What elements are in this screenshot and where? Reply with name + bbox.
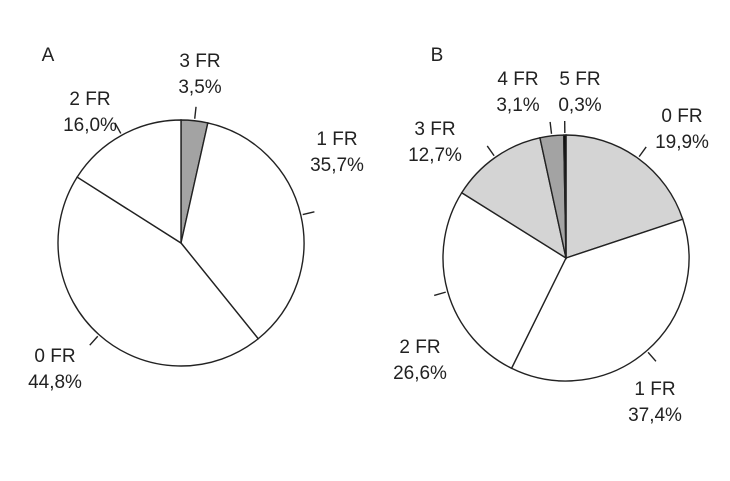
slice-label: 0 FR <box>661 106 702 127</box>
pie-slice <box>460 136 568 260</box>
value-label: 3,1% <box>496 95 539 116</box>
pie-slice <box>57 176 260 367</box>
leader-line <box>302 211 315 216</box>
leader-line <box>434 291 446 297</box>
pie-slice <box>562 134 567 259</box>
value-label: 12,7% <box>408 145 462 166</box>
slice-label: 0 FR <box>34 346 75 367</box>
value-label: 44,8% <box>28 372 82 393</box>
slice-label: 3 FR <box>179 51 220 72</box>
pie-slice <box>442 191 567 370</box>
leader-line <box>114 122 122 134</box>
value-label: 19,9% <box>655 132 709 153</box>
panel-title: B <box>431 45 444 66</box>
slice-label: 3 FR <box>414 119 455 140</box>
panel-title: A <box>42 45 55 66</box>
value-label: 35,7% <box>310 155 364 176</box>
slice-label: 1 FR <box>634 379 675 400</box>
pie-slice <box>76 119 182 245</box>
leader-line <box>194 106 197 119</box>
leader-line <box>647 351 657 362</box>
value-label: 37,4% <box>628 405 682 426</box>
slice-label: 5 FR <box>559 69 600 90</box>
pie-slice <box>510 218 690 382</box>
pie-slice <box>565 134 684 259</box>
value-label: 3,5% <box>178 77 221 98</box>
value-label: 0,3% <box>558 95 601 116</box>
value-label: 26,6% <box>393 363 447 384</box>
leader-line <box>638 146 647 158</box>
slice-label: 4 FR <box>497 69 538 90</box>
leader-line <box>486 145 495 157</box>
slice-label: 2 FR <box>399 337 440 358</box>
leader-line <box>89 335 99 346</box>
slice-label: 1 FR <box>316 129 357 150</box>
pie-slice <box>180 122 305 340</box>
value-label: 16,0% <box>63 115 117 136</box>
slice-label: 2 FR <box>69 89 110 110</box>
leader-line <box>549 121 553 134</box>
